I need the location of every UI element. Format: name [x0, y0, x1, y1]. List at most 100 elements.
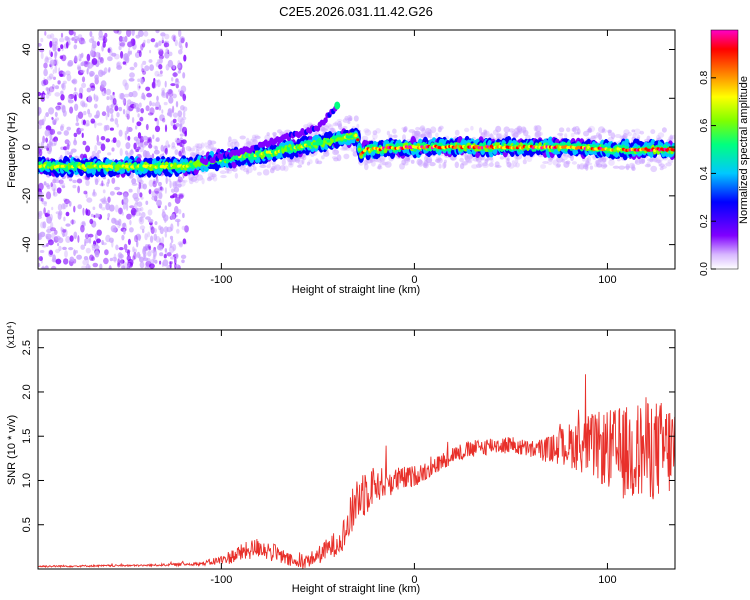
noise-cell: [82, 207, 85, 216]
noise-cell: [174, 149, 179, 156]
noise-cell: [41, 265, 45, 269]
noise-cell: [146, 92, 153, 98]
noise-cell: [49, 213, 53, 221]
halo-cell: [494, 165, 502, 168]
halo-cell: [372, 133, 378, 140]
noise-cell: [112, 137, 117, 144]
noise-cell: [159, 70, 163, 75]
noise-cell: [125, 142, 131, 150]
halo-cell: [333, 157, 339, 162]
noise-cell: [139, 261, 145, 269]
halo-cell: [464, 153, 469, 161]
noise-cell: [126, 113, 130, 120]
noise-cell: [119, 258, 123, 266]
noise-cell: [44, 57, 50, 64]
noise-cell: [142, 228, 145, 234]
noise-cell: [122, 61, 127, 65]
noise-cell: [162, 214, 169, 222]
noise-cell: [42, 94, 45, 98]
noise-cell: [45, 236, 49, 240]
noise-cell: [71, 78, 78, 85]
noise-cell: [80, 244, 85, 250]
halo-cell: [340, 147, 347, 151]
noise-cell: [38, 210, 43, 217]
noise-cell: [65, 236, 71, 243]
noise-cell: [152, 134, 155, 140]
noise-cell: [113, 253, 117, 260]
halo-cell: [665, 162, 672, 167]
halo-cell: [608, 129, 612, 137]
noise-cell: [74, 103, 79, 112]
noise-cell: [43, 207, 46, 215]
noise-cell: [95, 51, 100, 58]
halo-cell: [608, 159, 615, 166]
noise-cell: [90, 87, 96, 92]
noise-cell: [162, 117, 166, 123]
noise-cell: [81, 82, 87, 89]
noise-cell: [150, 249, 157, 254]
halo-cell: [516, 125, 523, 133]
noise-cell: [131, 178, 137, 185]
noise-cell: [129, 205, 135, 209]
noise-cell: [132, 246, 135, 253]
colorbar-gradient: [710, 29, 739, 270]
noise-cell: [56, 187, 62, 194]
noise-cell: [59, 73, 64, 78]
noise-cell: [179, 123, 183, 127]
noise-cell: [39, 191, 44, 198]
noise-cell: [72, 179, 77, 184]
noise-cell: [151, 102, 156, 107]
noise-cell: [40, 197, 44, 202]
noise-cell: [117, 252, 123, 259]
halo-cell: [402, 134, 406, 141]
halo-cell: [312, 130, 318, 136]
snr-frame: [37, 329, 676, 570]
halo-cell: [320, 126, 326, 132]
noise-cell: [139, 116, 144, 122]
noise-cell: [150, 38, 156, 43]
noise-cell: [137, 201, 143, 207]
noise-cell: [39, 48, 45, 53]
halo-cell: [410, 159, 415, 164]
halo-cell: [644, 163, 652, 168]
halo-cell: [571, 127, 575, 132]
y-tick-label: 0: [21, 144, 33, 150]
noise-cell: [144, 65, 150, 72]
halo-cell: [189, 152, 196, 157]
halo-cell: [207, 175, 215, 180]
halo-cell: [192, 145, 198, 149]
noise-cell: [77, 235, 80, 243]
noise-cell: [164, 33, 170, 40]
noise-cell: [70, 219, 76, 225]
noise-cell: [38, 91, 41, 97]
halo-cell: [622, 133, 628, 139]
noise-cell: [182, 116, 187, 120]
noise-cell: [163, 254, 167, 259]
halo-cell: [301, 157, 305, 165]
x-tick-label: 0: [411, 574, 417, 586]
noise-cell: [101, 200, 108, 205]
noise-cell: [96, 229, 102, 236]
noise-cell: [109, 191, 115, 196]
noise-cell: [49, 250, 53, 256]
halo-cell: [612, 165, 620, 169]
halo-cell: [203, 142, 208, 148]
halo-cell: [272, 131, 277, 136]
noise-cell: [108, 204, 115, 212]
snr-panel: -100 0 100 0.5 1.0 1.5 2.0 2.5 Height of straig…: [6, 321, 676, 595]
noise-cell: [78, 58, 82, 62]
halo-cell: [363, 128, 370, 133]
halo-cell: [234, 141, 240, 148]
noise-cell: [131, 30, 135, 36]
halo-cell: [429, 162, 436, 167]
noise-cell: [55, 258, 62, 265]
noise-cell: [170, 83, 176, 87]
halo-cell: [661, 165, 667, 169]
noise-cell: [118, 247, 124, 251]
noise-cell: [178, 89, 181, 93]
halo-cell: [332, 122, 339, 127]
halo-cell: [379, 155, 386, 162]
noise-cell: [91, 191, 97, 197]
noise-cell: [175, 122, 180, 127]
noise-cell: [89, 70, 95, 77]
